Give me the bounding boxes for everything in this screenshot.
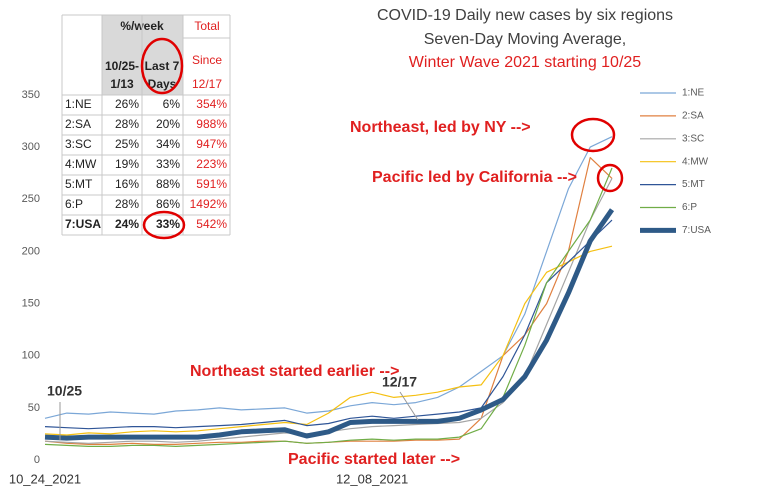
chart-subtitle: Seven-Day Moving Average, bbox=[424, 31, 626, 48]
table-cell: 28% bbox=[115, 117, 139, 131]
table-cell: 591% bbox=[196, 177, 227, 191]
table-cell: 5:MT bbox=[65, 177, 93, 191]
legend-label: 2:SA bbox=[682, 111, 704, 122]
annotation: 12/17 bbox=[382, 374, 417, 390]
legend-label: 1:NE bbox=[682, 88, 705, 99]
table-cell: 7:USA bbox=[65, 217, 101, 231]
chart-subtitle: Winter Wave 2021 starting 10/25 bbox=[409, 54, 642, 71]
annotation: Pacific led by California --> bbox=[372, 169, 577, 186]
y-tick-label: 300 bbox=[22, 141, 40, 153]
table-cell: Days bbox=[148, 77, 177, 91]
y-tick-label: 200 bbox=[22, 245, 40, 257]
x-tick-label: 12_08_2021 bbox=[336, 471, 408, 486]
table-cell: 542% bbox=[196, 217, 227, 231]
annotation: Pacific started later --> bbox=[288, 451, 460, 468]
table-cell: 33% bbox=[156, 217, 180, 231]
table-cell: 6% bbox=[163, 97, 181, 111]
y-tick-label: 50 bbox=[28, 402, 40, 414]
legend-label: 5:MT bbox=[682, 179, 705, 190]
table-cell: 1:NE bbox=[65, 97, 92, 111]
table-cell: 10/25- bbox=[105, 59, 139, 73]
table-cell: 4:MW bbox=[65, 157, 97, 171]
table-cell: 25% bbox=[115, 137, 139, 151]
annotation: Northeast, led by NY --> bbox=[350, 119, 531, 136]
table-cell: Total bbox=[194, 19, 219, 33]
table-cell: 947% bbox=[196, 137, 227, 151]
series-line bbox=[44, 245, 613, 436]
table-cell: Since bbox=[192, 53, 222, 67]
table-cell: 354% bbox=[196, 97, 227, 111]
table-cell: 12/17 bbox=[192, 77, 222, 91]
series-line bbox=[44, 208, 615, 441]
legend-label: 6:P bbox=[682, 202, 697, 213]
table-cell: 26% bbox=[115, 97, 139, 111]
table-cell: 24% bbox=[115, 217, 139, 231]
table-cell: 6:P bbox=[65, 197, 83, 211]
legend-label: 3:SC bbox=[682, 133, 704, 144]
table-cell: 223% bbox=[196, 157, 227, 171]
highlight-circle bbox=[570, 117, 616, 153]
legend-label: 4:MW bbox=[682, 156, 709, 167]
series-line bbox=[44, 219, 613, 430]
highlight-circle bbox=[140, 37, 184, 95]
table-cell: 88% bbox=[156, 177, 180, 191]
table-cell: 2:SA bbox=[65, 117, 91, 131]
pointer bbox=[399, 391, 419, 421]
table-cell: 34% bbox=[156, 137, 180, 151]
y-tick-label: 100 bbox=[22, 350, 40, 362]
y-tick-label: 150 bbox=[22, 297, 40, 309]
table-cell: 19% bbox=[115, 157, 139, 171]
highlight-circle bbox=[142, 210, 186, 240]
annotation: Northeast started earlier --> bbox=[190, 363, 399, 380]
table-cell: 988% bbox=[196, 117, 227, 131]
table-cell: 3:SC bbox=[65, 137, 92, 151]
table-cell: 20% bbox=[156, 117, 180, 131]
annotation: 10/25 bbox=[47, 383, 82, 399]
legend-label: 7:USA bbox=[682, 225, 711, 236]
table-cell: Last 7 bbox=[145, 59, 180, 73]
plot-area: 0 50 100 150 200 250 300 350 10_24_2021 12_08_202… bbox=[9, 88, 711, 487]
y-tick-label: 0 bbox=[34, 454, 40, 466]
y-tick-label: 350 bbox=[22, 89, 40, 101]
table-cell: 16% bbox=[115, 177, 139, 191]
highlight-circle bbox=[596, 163, 624, 193]
y-tick-label: 250 bbox=[22, 193, 40, 205]
table-cell: 1492% bbox=[190, 197, 228, 211]
chart-title: COVID-19 Daily new cases by six regions bbox=[377, 7, 673, 24]
series-line bbox=[44, 136, 613, 419]
table-cell: 86% bbox=[156, 197, 180, 211]
table-cell: 1/13 bbox=[110, 77, 134, 91]
x-tick-label: 10_24_2021 bbox=[9, 471, 81, 486]
series-line bbox=[44, 167, 613, 447]
table-cell: 33% bbox=[156, 157, 180, 171]
table-cell: 28% bbox=[115, 197, 139, 211]
